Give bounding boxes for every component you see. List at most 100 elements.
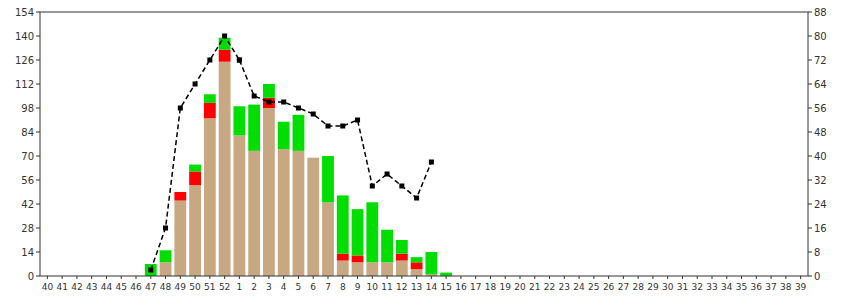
x-tick-label: 40 bbox=[42, 282, 54, 292]
bar bbox=[278, 122, 290, 149]
x-tick-label: 2 bbox=[251, 282, 257, 292]
x-tick-label: 52 bbox=[219, 282, 230, 292]
x-tick bbox=[298, 276, 299, 279]
x-tick bbox=[372, 276, 373, 279]
x-tick-label: 24 bbox=[573, 282, 585, 292]
bar bbox=[293, 151, 305, 276]
y-tick-label: 42 bbox=[21, 199, 34, 210]
bar bbox=[233, 106, 245, 135]
y-tick bbox=[36, 156, 40, 157]
x-tick bbox=[785, 276, 786, 279]
bar bbox=[263, 84, 275, 98]
x-tick-label: 23 bbox=[559, 282, 570, 292]
bar bbox=[219, 62, 231, 276]
x-tick bbox=[313, 276, 314, 279]
y2-tick bbox=[808, 36, 812, 37]
x-tick bbox=[387, 276, 388, 279]
bar bbox=[145, 264, 157, 276]
x-tick-label: 29 bbox=[647, 282, 659, 292]
x-tick bbox=[741, 276, 742, 279]
x-tick-label: 5 bbox=[296, 282, 302, 292]
x-tick bbox=[579, 276, 580, 279]
x-tick bbox=[136, 276, 137, 279]
bar bbox=[307, 158, 319, 276]
y2-tick bbox=[808, 108, 812, 109]
x-tick-label: 38 bbox=[780, 282, 792, 292]
x-tick bbox=[224, 276, 225, 279]
x-tick bbox=[505, 276, 506, 279]
y-tick-label: 0 bbox=[28, 271, 34, 282]
x-tick bbox=[401, 276, 402, 279]
x-tick bbox=[121, 276, 122, 279]
line-marker bbox=[163, 226, 168, 231]
x-tick bbox=[697, 276, 698, 279]
bar bbox=[263, 98, 275, 108]
line-marker bbox=[414, 196, 419, 201]
x-tick-label: 13 bbox=[411, 282, 422, 292]
x-tick bbox=[195, 276, 196, 279]
y-tick bbox=[36, 12, 40, 13]
y-tick-label: 98 bbox=[21, 103, 34, 114]
x-tick bbox=[726, 276, 727, 279]
y2-tick-label: 32 bbox=[814, 175, 827, 186]
x-tick bbox=[431, 276, 432, 279]
x-tick-label: 14 bbox=[426, 282, 438, 292]
x-tick bbox=[283, 276, 284, 279]
bar bbox=[411, 257, 423, 262]
y-tick-label: 112 bbox=[15, 79, 34, 90]
y-tick-label: 154 bbox=[15, 7, 34, 18]
x-tick-label: 21 bbox=[529, 282, 540, 292]
bar bbox=[160, 250, 172, 262]
bar bbox=[248, 151, 260, 276]
x-tick-label: 10 bbox=[367, 282, 379, 292]
line-marker bbox=[311, 112, 316, 117]
x-tick-label: 36 bbox=[751, 282, 763, 292]
x-tick bbox=[446, 276, 447, 279]
y-tick bbox=[36, 108, 40, 109]
line-marker bbox=[222, 34, 227, 39]
x-tick bbox=[534, 276, 535, 279]
y2-tick-label: 8 bbox=[814, 247, 820, 258]
bar bbox=[337, 195, 349, 253]
y-tick-label: 14 bbox=[21, 247, 34, 258]
line-marker bbox=[399, 184, 404, 189]
y2-tick-label: 56 bbox=[814, 103, 827, 114]
y-tick bbox=[36, 132, 40, 133]
line-marker bbox=[266, 100, 271, 105]
x-tick-label: 33 bbox=[706, 282, 717, 292]
bar bbox=[366, 262, 378, 276]
x-tick bbox=[490, 276, 491, 279]
y-tick bbox=[36, 60, 40, 61]
bar bbox=[381, 262, 393, 276]
x-tick bbox=[652, 276, 653, 279]
x-tick-label: 39 bbox=[795, 282, 807, 292]
y2-tick bbox=[808, 204, 812, 205]
line-marker bbox=[340, 124, 345, 129]
x-tick bbox=[62, 276, 63, 279]
x-tick-label: 50 bbox=[189, 282, 201, 292]
bar bbox=[189, 171, 201, 185]
chart: 0142842567084981121261401540816243240485… bbox=[0, 0, 844, 300]
bar bbox=[366, 202, 378, 262]
bar bbox=[233, 135, 245, 276]
line-marker bbox=[237, 58, 242, 63]
line-marker bbox=[326, 124, 331, 129]
y2-tick-label: 0 bbox=[814, 271, 820, 282]
y-tick bbox=[36, 252, 40, 253]
y-tick bbox=[36, 36, 40, 37]
x-tick-label: 32 bbox=[692, 282, 703, 292]
x-tick bbox=[106, 276, 107, 279]
x-tick-label: 9 bbox=[355, 282, 361, 292]
x-tick bbox=[638, 276, 639, 279]
line-marker bbox=[193, 82, 198, 87]
x-tick-label: 6 bbox=[310, 282, 316, 292]
x-tick-label: 44 bbox=[101, 282, 113, 292]
y-tick bbox=[36, 276, 40, 277]
y-tick-label: 84 bbox=[21, 127, 34, 138]
y2-tick bbox=[808, 132, 812, 133]
x-tick-label: 28 bbox=[632, 282, 644, 292]
y-tick-label: 126 bbox=[15, 55, 34, 66]
y2-tick-label: 24 bbox=[814, 199, 827, 210]
x-tick bbox=[608, 276, 609, 279]
x-tick-label: 41 bbox=[56, 282, 67, 292]
